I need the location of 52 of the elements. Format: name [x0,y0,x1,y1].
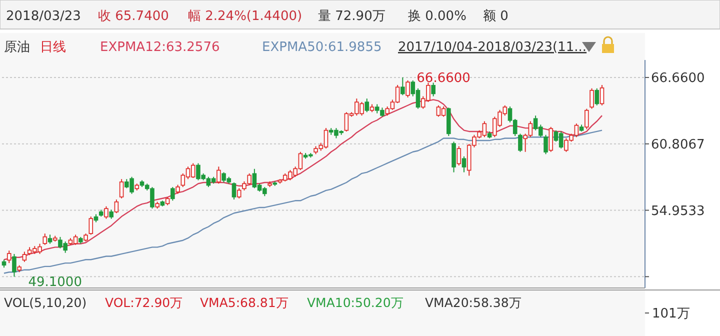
candlestick [6,250,12,264]
candlestick [109,209,114,220]
candlestick [456,146,462,166]
text: 101万 [652,306,690,322]
text: EXPMA50:61.9855 [262,40,382,55]
chart-subtitle: 日线 [40,40,66,55]
candlestick [216,166,221,184]
candlestick [594,88,600,106]
candlestick [119,178,124,199]
candlestick [12,253,16,278]
candlestick [462,156,466,173]
candlestick [236,188,242,199]
candlestick [544,134,548,155]
candlestick [400,76,405,96]
candlestick [104,206,108,220]
text: 幅 2.24%(1.4400) [188,9,302,24]
candlestick [232,182,236,200]
y-tick-label: 60.8067 [651,137,705,152]
candlestick [518,133,522,152]
text: VOL(5,10,20) [4,295,87,310]
y-tick-label: 66.6600 [651,71,705,86]
candlestick [452,141,456,173]
candlestick [590,88,594,110]
text: VMA10:50.20万 [307,295,404,310]
candlestick [600,84,604,106]
candlestick [176,184,180,194]
candlestick [548,126,554,152]
y-tick-label: 54.9533 [651,204,705,219]
text: 2017/10/04-2018/03/23(11... [398,40,587,55]
candlestick [114,199,119,214]
chart-title: 原油 [4,40,30,55]
text: 收 65.7400 [98,9,169,24]
candlestick [431,82,436,97]
candlestick [48,234,52,244]
candlestick [22,251,27,262]
text: VMA5:68.81万 [200,295,289,310]
text: 量 72.90万 [318,9,386,24]
text: 换 0.00% [408,9,466,24]
text: VOL:72.90万 [105,295,184,310]
candlestick [406,80,410,98]
candlestick [364,98,370,113]
text: VMA20:58.38万 [425,295,522,310]
annotation: 66.6600 [416,71,470,86]
candlestick [42,233,48,246]
candlestick [88,216,94,236]
annotation: 49.1000 [28,274,82,290]
candlestick [584,108,589,130]
text: 额 0 [483,9,508,24]
candlestick [170,186,175,202]
line-series [3,130,603,274]
text: 2018/03/23 [6,9,81,24]
text: EXPMA12:63.2576 [100,40,220,55]
